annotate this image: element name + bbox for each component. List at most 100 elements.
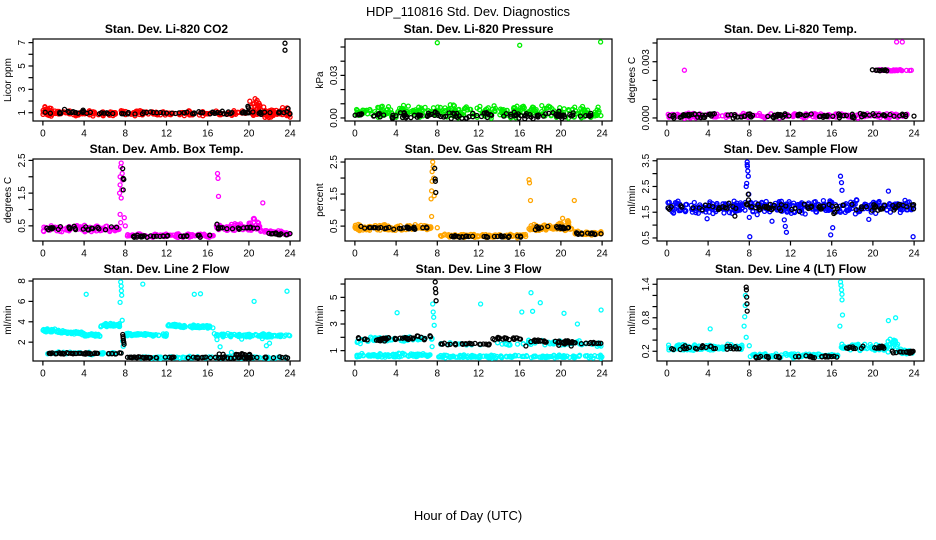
x-tick-label: 12 xyxy=(473,129,485,140)
x-tick-label: 12 xyxy=(785,249,797,260)
data-point xyxy=(132,113,138,119)
y-axis-label: kPa xyxy=(315,71,326,89)
data-point-outlier xyxy=(837,173,844,179)
y-tick-label: 1.5 xyxy=(641,205,652,219)
data-point xyxy=(96,226,102,232)
data-point xyxy=(203,354,209,360)
data-point-outlier xyxy=(744,180,750,187)
data-point xyxy=(730,346,737,352)
data-point xyxy=(47,350,53,356)
data-point xyxy=(831,353,837,359)
data-point xyxy=(476,107,483,113)
data-point xyxy=(285,332,292,338)
y-axis-label: degrees C xyxy=(3,177,14,223)
data-point xyxy=(415,113,422,119)
subplot-title: Stan. Dev. Li-820 Temp. xyxy=(724,22,857,36)
data-point-outlier xyxy=(745,173,751,179)
data-point-outlier xyxy=(260,200,266,206)
data-point xyxy=(708,113,715,119)
data-point xyxy=(891,113,897,119)
data-point-outlier xyxy=(251,298,257,305)
data-point xyxy=(710,345,717,352)
data-point xyxy=(427,333,433,339)
y-axis-label: degrees C xyxy=(627,57,638,103)
data-point xyxy=(257,332,263,339)
data-point xyxy=(491,233,498,240)
data-point xyxy=(396,351,402,357)
data-point xyxy=(419,106,425,113)
data-point xyxy=(579,230,585,236)
x-tick-label: 20 xyxy=(555,369,567,380)
data-point xyxy=(535,225,542,231)
data-point xyxy=(474,112,480,119)
data-point xyxy=(840,202,846,209)
x-tick-label: 0 xyxy=(40,369,46,380)
y-tick-label: 1.4 xyxy=(641,277,652,291)
data-point xyxy=(41,228,47,235)
data-point-outlier xyxy=(118,219,124,226)
data-point-outlier xyxy=(394,310,400,316)
data-point xyxy=(813,209,819,215)
data-point xyxy=(739,342,745,348)
data-point xyxy=(255,222,262,229)
data-point xyxy=(556,352,562,358)
y-tick-label: 3 xyxy=(17,86,28,92)
data-point xyxy=(891,337,897,343)
data-point xyxy=(181,112,187,119)
data-point xyxy=(598,355,604,361)
series-black-overlay xyxy=(46,331,291,361)
data-point xyxy=(472,340,478,347)
data-point xyxy=(362,336,368,342)
data-point xyxy=(371,352,377,358)
data-point xyxy=(828,353,835,360)
data-point xyxy=(64,350,70,356)
data-point xyxy=(532,353,538,359)
data-point-outlier xyxy=(433,298,439,304)
data-point xyxy=(267,109,273,116)
data-point xyxy=(807,353,813,359)
data-point xyxy=(890,350,896,356)
data-point xyxy=(180,354,186,360)
data-point xyxy=(256,110,262,116)
data-point xyxy=(853,207,859,213)
data-point xyxy=(446,110,452,116)
data-point xyxy=(873,345,880,351)
data-point xyxy=(566,354,573,361)
data-point-outlier xyxy=(526,180,533,186)
data-point-outlier xyxy=(781,217,787,223)
data-point xyxy=(67,226,73,232)
data-point-outlier xyxy=(746,343,752,349)
data-point-outlier xyxy=(556,342,562,348)
y-tick-label: 3 xyxy=(329,321,340,327)
data-point xyxy=(464,115,470,121)
data-point xyxy=(237,221,244,227)
x-tick-label: 12 xyxy=(473,369,485,380)
data-point xyxy=(833,203,840,209)
data-point-outlier xyxy=(428,196,434,202)
y-tick-label: 0.5 xyxy=(641,231,652,245)
series-sample-flow xyxy=(665,159,917,240)
x-tick-label: 20 xyxy=(555,249,567,260)
data-point xyxy=(93,333,99,339)
y-tick-label: 3.5 xyxy=(641,153,652,167)
data-point xyxy=(386,353,392,360)
data-point xyxy=(217,110,223,116)
data-point xyxy=(83,350,89,356)
data-point xyxy=(125,109,132,116)
data-point xyxy=(207,355,214,361)
x-tick-label: 24 xyxy=(285,369,297,380)
data-point xyxy=(559,113,565,119)
data-point xyxy=(184,109,190,115)
data-point xyxy=(515,353,522,359)
x-tick-label: 8 xyxy=(435,129,441,140)
data-point xyxy=(502,341,508,347)
x-axis-title: Hour of Day (UTC) xyxy=(413,508,523,523)
data-point xyxy=(278,231,284,237)
data-point-outlier xyxy=(432,176,438,182)
data-point-outlier xyxy=(140,281,146,287)
data-point xyxy=(355,335,362,341)
data-point xyxy=(463,341,469,347)
data-point xyxy=(830,113,836,119)
data-point xyxy=(693,207,699,214)
